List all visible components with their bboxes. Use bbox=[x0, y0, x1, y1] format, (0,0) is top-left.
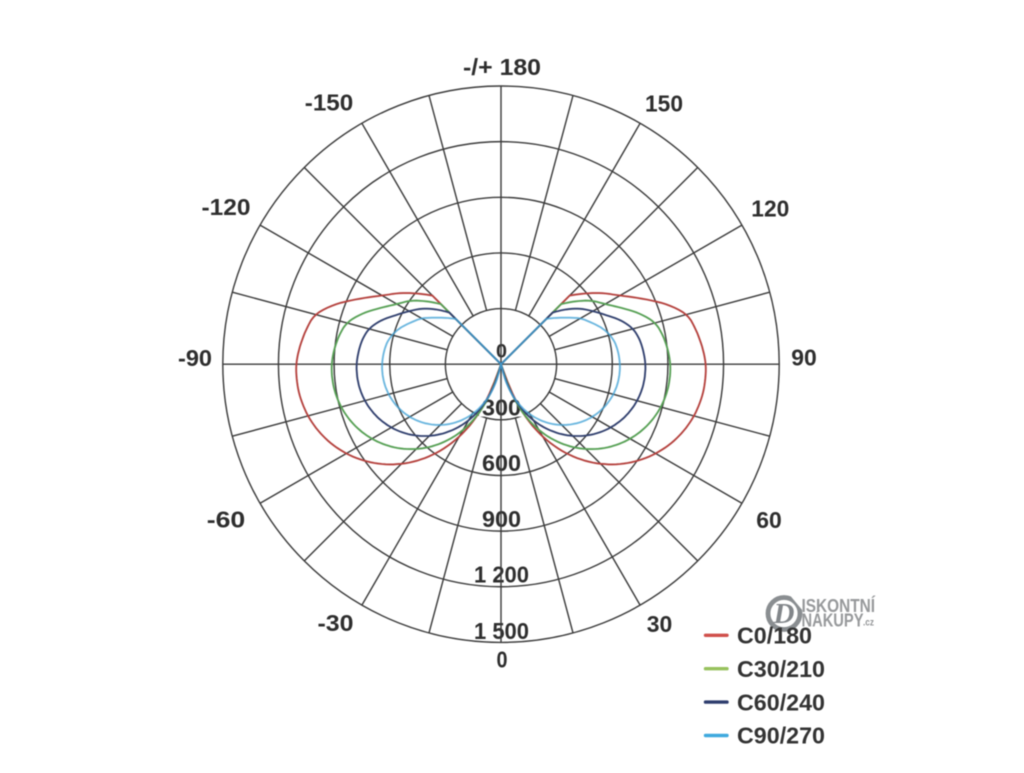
svg-text:-150: -150 bbox=[305, 90, 354, 116]
svg-text:60: 60 bbox=[756, 507, 782, 533]
svg-text:.cz: .cz bbox=[863, 618, 874, 629]
svg-text:ISKONTNÍ: ISKONTNÍ bbox=[802, 595, 876, 616]
svg-text:-/+ 180: -/+ 180 bbox=[463, 54, 541, 80]
svg-text:-60: -60 bbox=[207, 507, 246, 533]
svg-text:-120: -120 bbox=[202, 194, 251, 220]
svg-text:150: 150 bbox=[645, 91, 683, 117]
svg-text:C30/210: C30/210 bbox=[737, 656, 825, 682]
svg-text:NÁKUPY: NÁKUPY bbox=[802, 610, 864, 631]
svg-text:-90: -90 bbox=[178, 345, 212, 371]
svg-text:0: 0 bbox=[497, 647, 508, 673]
svg-text:C0/180: C0/180 bbox=[737, 623, 812, 649]
svg-text:D: D bbox=[773, 598, 795, 630]
svg-text:C60/240: C60/240 bbox=[737, 689, 825, 715]
svg-text:-30: -30 bbox=[318, 610, 354, 636]
svg-text:90: 90 bbox=[791, 345, 817, 371]
svg-text:C90/270: C90/270 bbox=[737, 723, 825, 749]
svg-text:120: 120 bbox=[751, 196, 789, 222]
svg-text:30: 30 bbox=[647, 611, 673, 637]
